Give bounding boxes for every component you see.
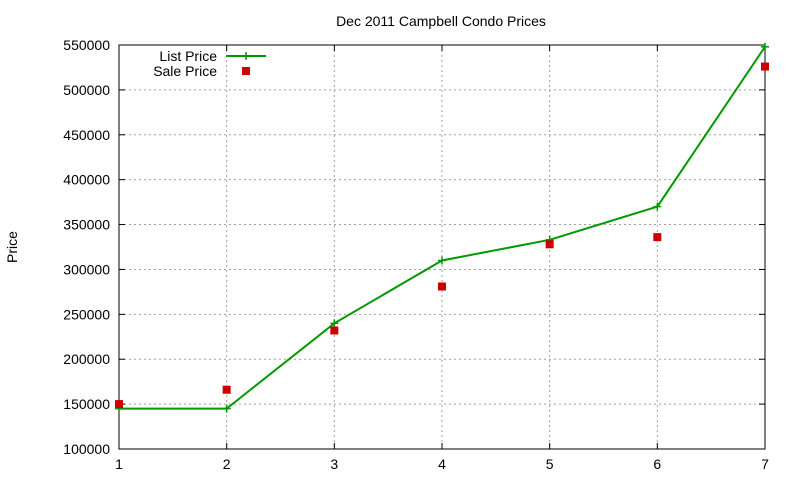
x-tick-label: 3 xyxy=(330,456,338,472)
list-price-point xyxy=(438,256,446,265)
series xyxy=(115,42,769,413)
list-price-point xyxy=(222,404,231,413)
sale-price-point xyxy=(438,282,446,291)
y-axis-label: Price xyxy=(4,231,20,263)
x-tick-label: 1 xyxy=(115,456,123,472)
list-price-point xyxy=(653,202,662,211)
legend-marker-sale-price xyxy=(242,67,250,75)
legend-label-sale-price: Sale Price xyxy=(153,63,217,79)
x-tick-label: 4 xyxy=(438,456,446,472)
y-tick-label: 250000 xyxy=(63,306,110,322)
x-tick-label: 5 xyxy=(546,456,554,472)
y-tick-label: 150000 xyxy=(63,396,110,412)
list-price-point xyxy=(761,42,769,51)
y-tick-label: 100000 xyxy=(63,441,110,457)
sale-price-point xyxy=(761,62,769,71)
ticks: 100000 150000 200000 250000 300000 350000 4000… xyxy=(63,37,769,472)
sale-price-point xyxy=(545,240,554,249)
y-tick-label: 300000 xyxy=(63,261,110,277)
y-tick-label: 350000 xyxy=(63,217,110,233)
legend-marker-list-price xyxy=(242,52,250,60)
list-price-point xyxy=(330,319,339,328)
y-tick-label: 450000 xyxy=(63,127,110,143)
x-tick-label: 2 xyxy=(223,456,231,472)
chart-title: Dec 2011 Campbell Condo Prices xyxy=(336,13,546,29)
sale-price-point xyxy=(115,400,123,409)
sale-price-point xyxy=(653,233,662,242)
y-tick-label: 200000 xyxy=(63,351,110,367)
x-tick-label: 7 xyxy=(761,456,769,472)
y-tick-label: 550000 xyxy=(63,37,110,53)
sale-price-point xyxy=(222,385,231,394)
y-tick-label: 500000 xyxy=(63,82,110,98)
legend-label-list-price: List Price xyxy=(159,48,217,64)
y-tick-label: 400000 xyxy=(63,172,110,188)
sale-price-point xyxy=(330,326,339,335)
x-tick-label: 6 xyxy=(653,456,661,472)
